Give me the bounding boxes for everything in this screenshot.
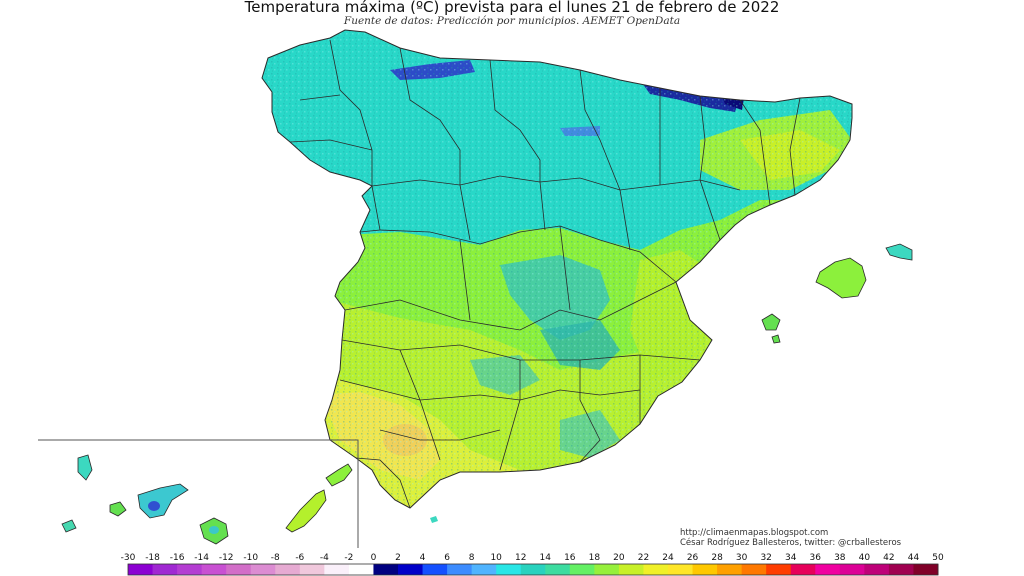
legend-swatch — [201, 564, 227, 575]
legend-swatch — [790, 564, 816, 575]
legend-swatch — [864, 564, 890, 575]
legend-swatch — [275, 564, 301, 575]
legend-tick-label: -2 — [344, 553, 353, 563]
legend-tick-label: -30 — [121, 553, 136, 563]
province-borders — [289, 39, 801, 509]
legend-tick-label: -16 — [170, 553, 185, 563]
legend-swatch — [618, 564, 644, 575]
legend-tick-label: -4 — [320, 553, 329, 563]
island-la-palma — [77, 454, 93, 481]
color-legend: -30 -18 -16 -14 -12 -10 -8 -6 -4 -2 0 2 4 6 8 10 12 14 16 1… — [121, 553, 944, 576]
legend-tick-label: 40 — [859, 553, 871, 563]
island-el-hierro — [61, 519, 77, 533]
legend-swatch — [668, 564, 694, 575]
legend-tick-label: 28 — [711, 553, 723, 563]
legend-tick-label: 16 — [564, 553, 576, 563]
legend-swatch — [545, 564, 571, 575]
legend-swatch — [888, 564, 914, 575]
legend-swatch — [594, 564, 620, 575]
legend-tick-label: 12 — [515, 553, 526, 563]
peninsula-coastline — [261, 29, 853, 509]
legend-swatch — [398, 564, 424, 575]
legend-tick-label: 50 — [932, 553, 944, 563]
legend-swatch — [128, 564, 154, 575]
legend-swatch — [520, 564, 546, 575]
legend-swatch — [913, 564, 939, 575]
legend-swatch — [741, 564, 767, 575]
island-ibiza — [761, 313, 781, 331]
legend-swatch — [569, 564, 595, 575]
legend-swatch — [152, 564, 178, 575]
canary-inset — [38, 439, 359, 548]
legend-swatch — [447, 564, 473, 575]
balearic-islands — [761, 243, 913, 344]
legend-tick-label: 42 — [883, 553, 894, 563]
legend-swatch — [692, 564, 718, 575]
temperature-map — [38, 29, 913, 548]
legend-tick-label: -8 — [271, 553, 280, 563]
legend-swatch — [373, 564, 399, 575]
legend-tick-label: 8 — [469, 553, 475, 563]
legend-swatch — [324, 564, 350, 575]
legend-swatch — [815, 564, 841, 575]
legend-tick-label: 38 — [834, 553, 846, 563]
legend-tick-label: -14 — [194, 553, 209, 563]
legend-tick-label: 36 — [810, 553, 822, 563]
legend-swatch — [348, 564, 374, 575]
island-mallorca — [815, 257, 867, 299]
legend-swatch — [643, 564, 669, 575]
legend-tick-label: 22 — [638, 553, 649, 563]
teide-cold-spot — [148, 501, 160, 511]
legend-tick-label: 24 — [662, 553, 674, 563]
island-tenerife — [137, 483, 189, 519]
iberian-peninsula — [262, 30, 852, 508]
legend-tick-label: 26 — [687, 553, 699, 563]
legend-tick-label: 6 — [444, 553, 450, 563]
island-formentera — [771, 334, 781, 344]
island-la-gomera — [109, 501, 127, 517]
legend-tick-label: 34 — [785, 553, 797, 563]
legend-swatch — [299, 564, 325, 575]
inset-frame — [38, 439, 359, 548]
legend-tick-label: -18 — [145, 553, 160, 563]
legend-tick-label: 4 — [420, 553, 426, 563]
map-subtitle: Fuente de datos: Predicción por municipi… — [343, 15, 681, 27]
island-lanzarote — [325, 463, 353, 487]
credit-author: César Rodríguez Ballesteros, twitter: @c… — [680, 538, 902, 548]
legend-swatch — [422, 564, 448, 575]
legend-frame — [127, 563, 939, 576]
ceuta — [430, 516, 438, 523]
legend-tick-label: 18 — [589, 553, 601, 563]
legend-tick-label: -6 — [295, 553, 304, 563]
legend-swatch — [766, 564, 792, 575]
legend-swatch — [471, 564, 497, 575]
legend-swatch — [250, 564, 276, 575]
legend-tick-label: -12 — [219, 553, 234, 563]
legend-swatch — [177, 564, 203, 575]
legend-swatch — [226, 564, 252, 575]
legend-tick-label: 10 — [490, 553, 502, 563]
credit-url: http://climaenmapas.blogspot.com — [680, 528, 829, 538]
island-fuerteventura — [285, 489, 327, 533]
legend-swatch — [496, 564, 522, 575]
legend-swatch — [839, 564, 865, 575]
map-title: Temperatura máxima (ºC) prevista para el… — [244, 0, 780, 16]
legend-tick-label: 20 — [613, 553, 625, 563]
legend-tick-label: 44 — [908, 553, 920, 563]
legend-tick-label: 32 — [760, 553, 771, 563]
island-menorca — [885, 243, 913, 261]
legend-tick-label: 30 — [736, 553, 748, 563]
legend-tick-label: 14 — [540, 553, 552, 563]
legend-tick-label: 2 — [395, 553, 401, 563]
legend-tick-label: 0 — [371, 553, 377, 563]
legend-swatch — [717, 564, 743, 575]
legend-tick-label: -10 — [243, 553, 258, 563]
